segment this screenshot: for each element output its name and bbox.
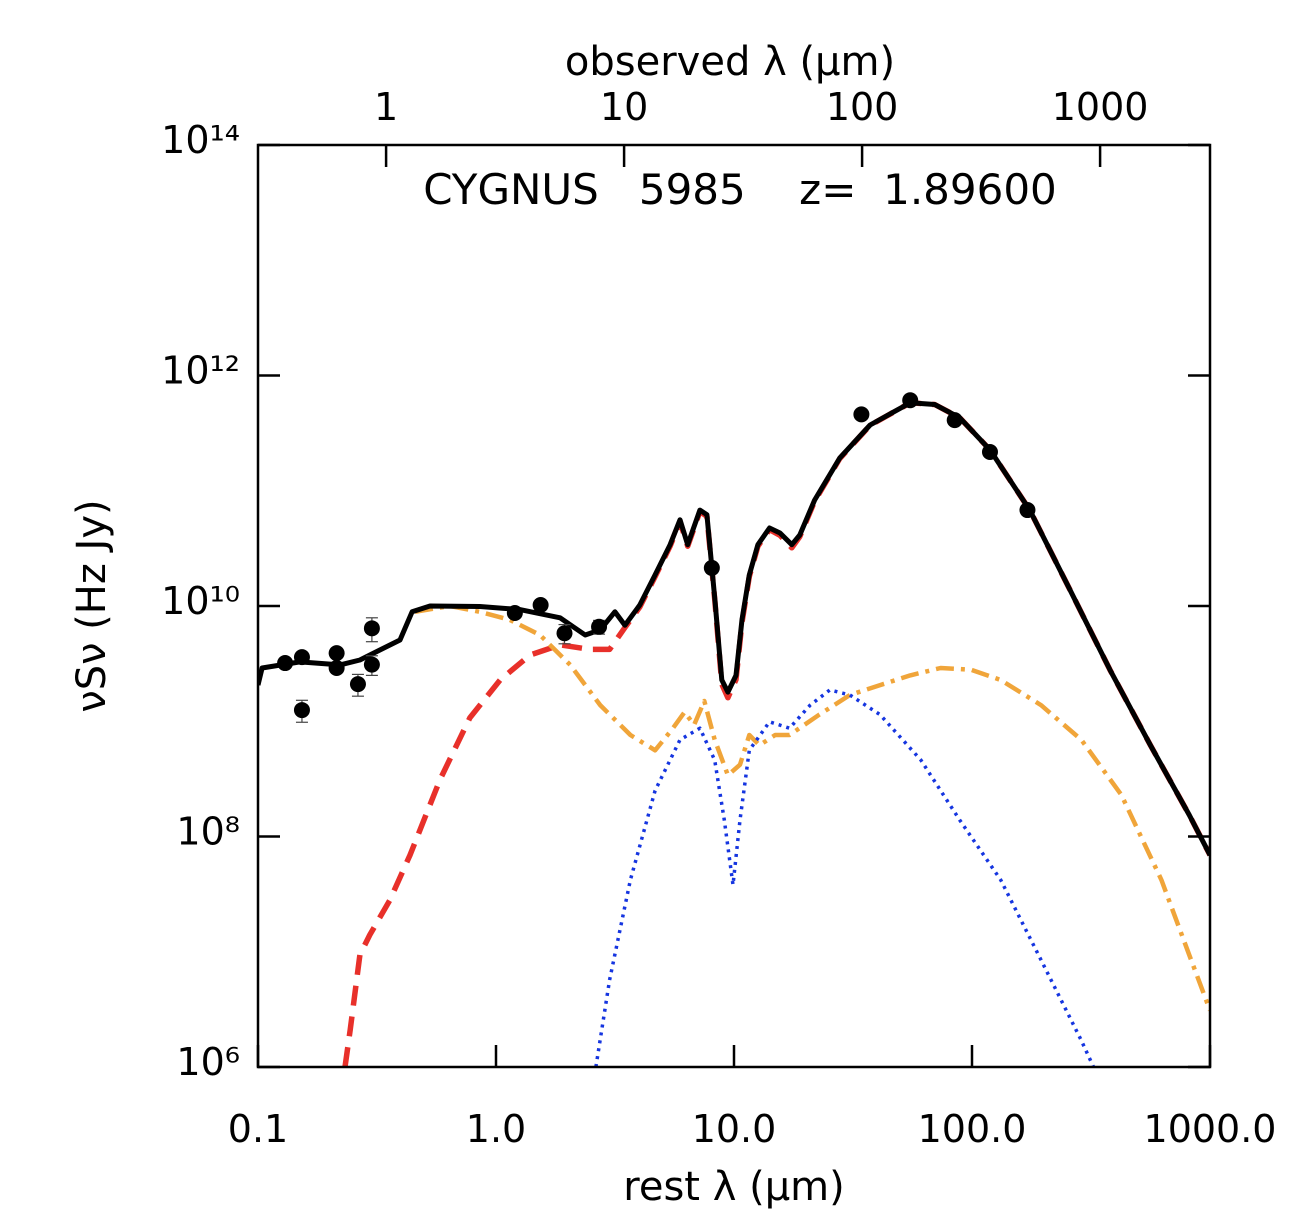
- series-line: [414, 603, 1210, 1012]
- series-line: [594, 688, 1096, 1067]
- data-point: [363, 620, 380, 637]
- x2-tick-label: 1000: [1052, 85, 1149, 129]
- data-point: [556, 625, 573, 642]
- series-line: [258, 400, 1210, 857]
- data-point: [328, 645, 345, 662]
- y-tick-label: 10⁸: [176, 810, 240, 854]
- x-tick-label: 1000.0: [1144, 1107, 1277, 1151]
- x-axis-label: rest λ (μm): [623, 1164, 844, 1210]
- series-line: [342, 400, 1210, 1067]
- y-tick-label: 10¹²: [161, 349, 240, 393]
- data-point: [363, 656, 380, 673]
- x-tick-label: 1.0: [466, 1107, 526, 1151]
- x-tick-label: 0.1: [228, 1107, 288, 1151]
- data-point: [277, 655, 294, 672]
- data-point: [591, 618, 608, 635]
- x2-axis-label: observed λ (μm): [565, 39, 895, 85]
- y-axis-label: νSν (Hz Jy): [69, 499, 115, 712]
- plot-area: [258, 392, 1210, 1067]
- data-point: [532, 597, 549, 614]
- x-tick-label: 100.0: [918, 1107, 1027, 1151]
- data-point: [703, 559, 720, 576]
- data-point: [946, 412, 963, 429]
- x2-tick-label: 10: [600, 85, 648, 129]
- data-point: [1019, 502, 1036, 519]
- data-point: [293, 702, 310, 719]
- data-point: [506, 604, 523, 621]
- y-tick-label: 10¹⁴: [161, 118, 240, 162]
- y-tick-label: 10⁶: [176, 1040, 240, 1084]
- x-tick-label: 10.0: [692, 1107, 777, 1151]
- chart-title: CYGNUS 5985 z= 1.89600: [423, 165, 1057, 214]
- data-point: [853, 406, 870, 423]
- data-point: [328, 659, 345, 676]
- x2-tick-label: 1: [374, 85, 398, 129]
- y-tick-label: 10¹⁰: [161, 579, 240, 623]
- data-point: [902, 392, 919, 409]
- data-point: [981, 443, 998, 460]
- data-point: [293, 649, 310, 666]
- data-point: [349, 676, 366, 693]
- x2-tick-label: 100: [826, 85, 899, 129]
